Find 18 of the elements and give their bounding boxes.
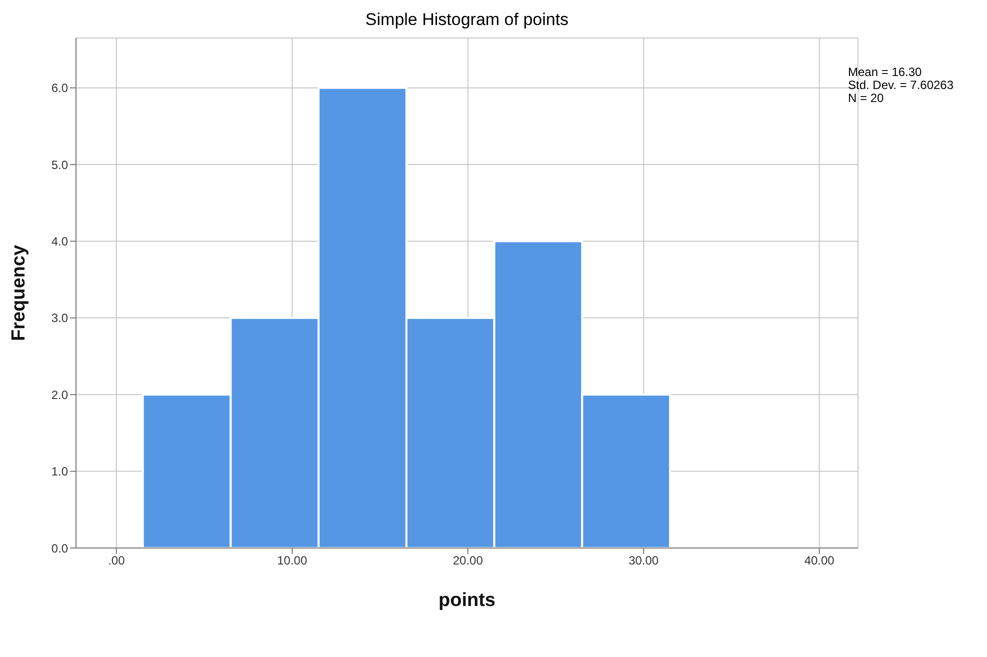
x-tick-label: 40.00 xyxy=(804,554,835,568)
annotation: N = 20 xyxy=(848,91,885,105)
x-tick-label: 30.00 xyxy=(628,554,659,568)
y-tick-label: 4.0 xyxy=(51,234,68,248)
y-tick-label: 6.0 xyxy=(51,81,68,96)
annotation: Std. Dev. = 7.60263 xyxy=(848,78,954,92)
chart-title: Simple Histogram of points xyxy=(364,10,570,30)
annotation: Mean = 16.30 xyxy=(848,65,923,79)
y-tick-label: 1.0 xyxy=(51,464,68,479)
x-tick-label: .00 xyxy=(108,554,126,568)
y-axis-title: Frequency xyxy=(8,244,30,342)
y-tick-label: 3.0 xyxy=(51,311,68,326)
x-tick-label: 10.00 xyxy=(277,554,308,568)
y-tick-label: 5.0 xyxy=(51,158,68,172)
x-axis-title: points xyxy=(438,590,496,611)
y-tick-label: 0.0 xyxy=(51,541,68,556)
x-tick-label: 20.00 xyxy=(452,554,484,568)
y-tick-label: 2.0 xyxy=(51,388,68,402)
